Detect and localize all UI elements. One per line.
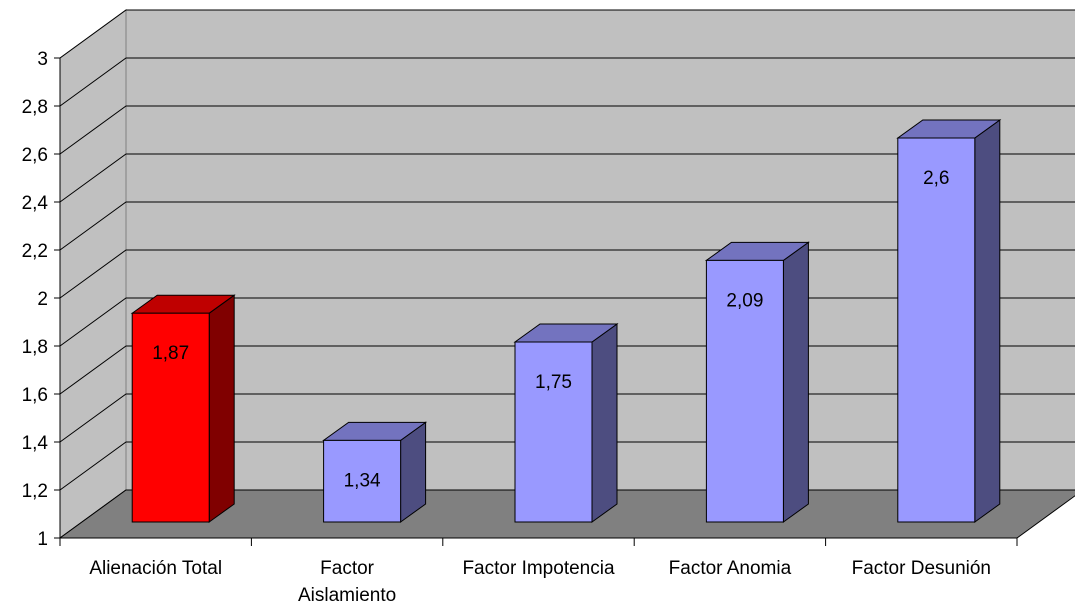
bar-side	[974, 119, 1001, 523]
bar	[513, 323, 619, 523]
x-category-label: Factor Aislamiento	[298, 558, 396, 605]
y-tick-label: 2,6	[22, 145, 48, 166]
bar-front	[897, 137, 976, 523]
bar	[322, 421, 428, 523]
x-category-label-line: Factor Impotencia	[462, 558, 614, 579]
y-axis: 1 1,2 1,4 1,6 1,8 2 2,2 2,4 2,6 2,8 3	[22, 49, 61, 550]
bar-side	[591, 323, 618, 523]
bar-front	[705, 259, 784, 523]
y-tick-label: 1	[37, 529, 48, 550]
y-tick-label: 2,2	[22, 241, 48, 262]
gridline	[59, 153, 1075, 203]
gridline	[59, 201, 1075, 251]
bar-front	[323, 439, 402, 523]
x-category-label-line: Factor Desunión	[852, 558, 991, 579]
data-label: 2,09	[726, 290, 763, 311]
x-category-label: Factor Anomia	[669, 558, 792, 579]
bars	[130, 119, 1002, 523]
gridline	[59, 9, 1075, 59]
x-category-label: Factor Impotencia	[462, 558, 614, 579]
data-label: 1,34	[344, 470, 381, 491]
bar-front	[131, 312, 210, 523]
gridline	[59, 57, 1075, 107]
gridline	[59, 105, 1075, 155]
data-label: 2,6	[923, 168, 949, 189]
y-tick-label: 1,4	[22, 433, 49, 454]
y-tick-label: 2,8	[22, 97, 48, 118]
y-tick-label: 1,8	[22, 337, 48, 358]
y-tick-label: 2	[37, 289, 48, 310]
x-category-label-line: Factor Anomia	[669, 558, 792, 579]
data-label: 1,75	[535, 372, 572, 393]
y-tick-label: 3	[37, 49, 48, 70]
x-category-label: Factor Desunión	[852, 558, 991, 579]
bar	[896, 119, 1002, 523]
bar-side	[782, 241, 809, 523]
y-tick-label: 2,4	[22, 193, 49, 214]
y-tick-label: 1,2	[22, 481, 48, 502]
data-label: 1,87	[152, 343, 189, 364]
bar-side	[208, 294, 235, 523]
x-axis: Alienación Total Factor Aislamiento Factor …	[59, 537, 1018, 605]
x-category-label-line: Aislamiento	[298, 585, 396, 605]
bar-front	[514, 341, 593, 523]
x-category-label-line: Factor	[320, 558, 375, 579]
bar	[704, 241, 810, 523]
y-tick-label: 1,6	[22, 385, 48, 406]
x-category-label-line: Alienación Total	[89, 558, 222, 579]
data-labels: 1,87 1,34 1,75 2,09 2,6	[152, 168, 949, 491]
bar	[130, 294, 236, 523]
x-category-label: Alienación Total	[89, 558, 222, 579]
